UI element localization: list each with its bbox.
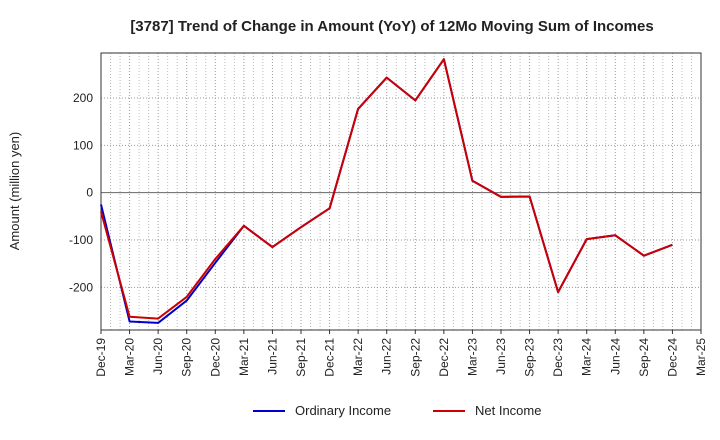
x-tick-label: Dec-22 [437,338,451,377]
x-tick-label: Sep-24 [637,338,651,377]
x-tick-label: Sep-21 [294,338,308,377]
x-tick-label: Mar-20 [123,338,137,376]
x-tick-label: Jun-22 [380,338,394,375]
series-line-net-income [100,58,673,320]
legend-label: Net Income [475,403,541,418]
y-tick-label: 0 [86,186,93,200]
x-tick-label: Mar-23 [465,338,479,376]
y-tick-label: 200 [73,91,93,105]
x-tick-label: Dec-21 [323,338,337,377]
x-tick-label: Mar-24 [580,338,594,376]
plot-area: 200 100 0 -100 -200 Dec-19 Mar-20 Jun-20 Sep-20 D… [69,52,708,377]
x-tick-label: Dec-23 [551,338,565,377]
x-tick-label: Mar-21 [237,338,251,376]
x-tick-label: Dec-24 [665,338,679,377]
y-tick-label: -100 [69,233,93,247]
legend-label: Ordinary Income [295,403,391,418]
x-tick-label: Mar-22 [351,338,365,376]
legend: Ordinary Income Net Income [253,403,541,418]
x-tick-label: Dec-20 [208,338,222,377]
x-tick-label: Jun-23 [494,338,508,375]
x-tick-label: Mar-25 [694,338,708,376]
y-tick-label: 100 [73,138,93,152]
plot-border [100,52,702,331]
x-tick-label: Dec-19 [94,338,108,377]
chart-title: [3787] Trend of Change in Amount (YoY) o… [130,18,653,35]
x-tick-label: Jun-20 [151,338,165,375]
y-tick-label: -200 [69,280,93,294]
x-tick-label: Jun-21 [265,338,279,375]
x-tick-label: Sep-23 [523,338,537,377]
y-axis-label: Amount (million yen) [7,132,22,251]
x-tick-label: Sep-20 [180,338,194,377]
x-tick-label: Jun-24 [608,338,622,375]
x-tick-label: Sep-22 [408,338,422,377]
